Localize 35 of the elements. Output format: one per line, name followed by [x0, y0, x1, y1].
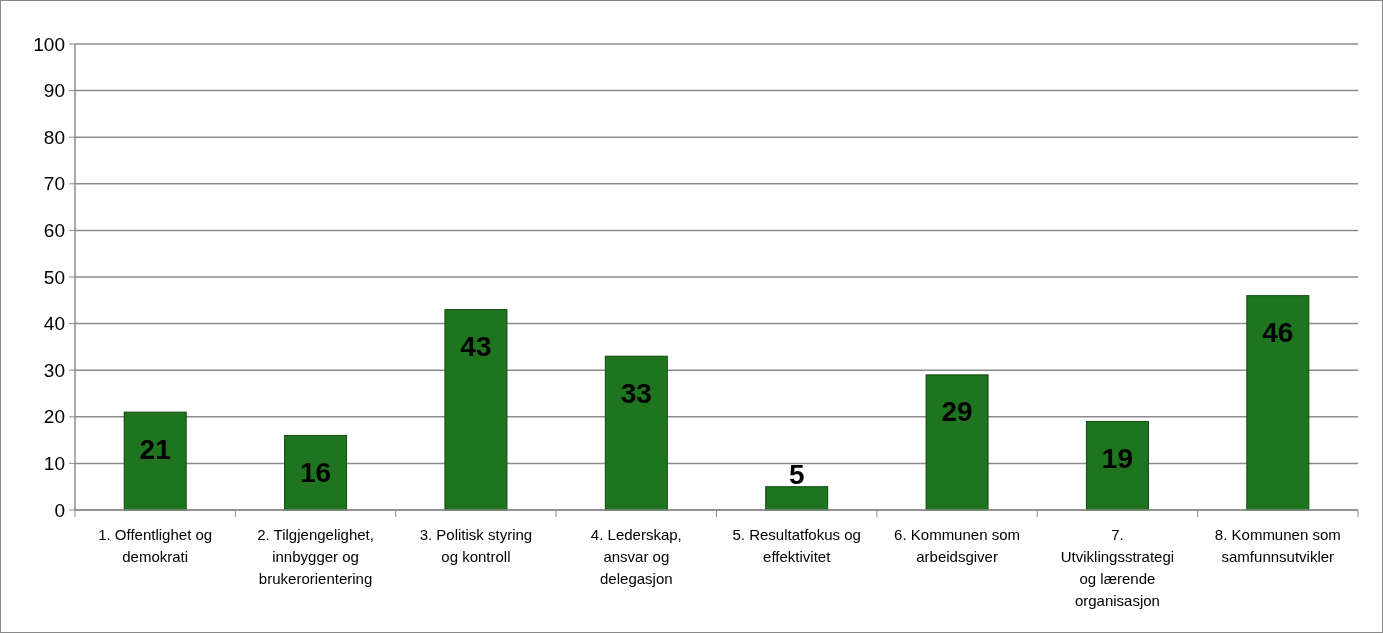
- bar: [925, 374, 989, 511]
- bar: [1085, 420, 1149, 511]
- data-label: 46: [1262, 317, 1294, 349]
- y-tick-label: 50: [43, 266, 65, 288]
- bar: [444, 309, 508, 511]
- data-label: 33: [620, 377, 652, 409]
- x-tick-label: 6. Kommunen som arbeidsgiver: [894, 526, 1021, 565]
- data-label: 5: [788, 459, 805, 491]
- y-tick-label: 60: [43, 219, 65, 241]
- x-tick-label: 2. Tilgjengelighet, innbygger og brukerorientering: [257, 526, 374, 587]
- y-tick-label: 70: [43, 173, 65, 195]
- y-tick-label: 30: [43, 359, 65, 381]
- x-tick-label: 7. Utviklingsstrategi og lærende organisasjon: [1060, 526, 1175, 609]
- y-tick-label: 0: [54, 499, 65, 521]
- x-tick-label: 5. Resultatfokus og effektivitet: [732, 526, 861, 565]
- y-tick-label: 100: [33, 33, 65, 55]
- y-tick-label: 20: [43, 406, 65, 428]
- y-tick-label: 40: [43, 313, 65, 335]
- y-tick-label: 80: [43, 126, 65, 148]
- data-label: 43: [460, 331, 492, 363]
- bar: [1246, 295, 1310, 511]
- bar: [123, 411, 187, 511]
- x-tick-label: 4. Lederskap, ansvar og delegasjon: [590, 526, 682, 587]
- data-label: 21: [139, 433, 171, 465]
- data-label: 16: [299, 456, 332, 488]
- y-tick-label: 90: [43, 80, 65, 102]
- y-tick-label: 10: [43, 452, 65, 474]
- x-tick-label: 1. Offentlighet og demokrati: [98, 526, 213, 565]
- bar: [604, 355, 668, 511]
- x-tick-label: 3. Politisk styring og kontroll: [419, 526, 533, 565]
- x-tick-label: 8. Kommunen som samfunnsutvikler: [1214, 526, 1341, 565]
- data-label: 29: [941, 396, 973, 428]
- bar: [284, 434, 348, 511]
- data-label: 19: [1101, 442, 1134, 474]
- bar: [765, 486, 829, 511]
